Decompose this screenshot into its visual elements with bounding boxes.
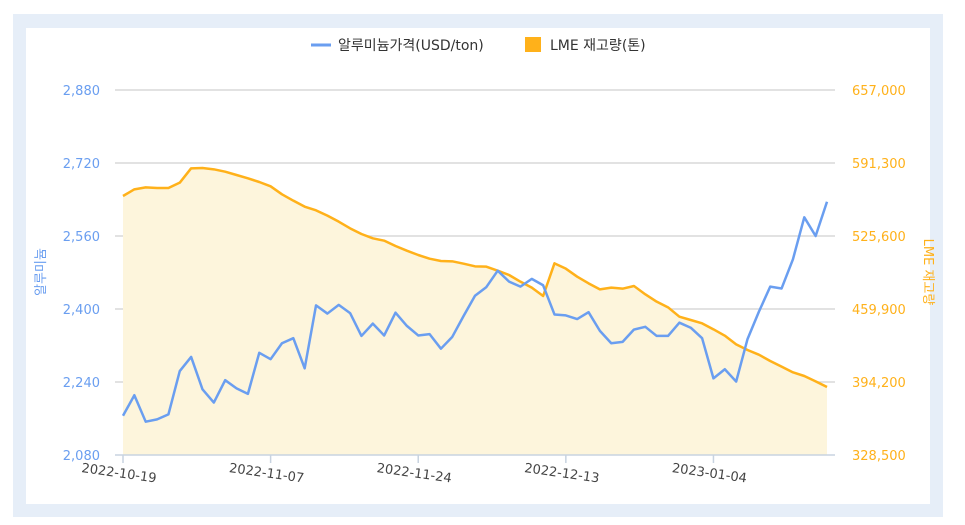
legend-stock-label[interactable]: LME 재고량(톤) bbox=[550, 38, 646, 54]
y-left-tick-label: 2,080 bbox=[63, 449, 100, 464]
y-right-tick-label: 657,000 bbox=[852, 84, 906, 99]
y-left-tick-label: 2,240 bbox=[63, 376, 100, 391]
y-left-tick-label: 2,560 bbox=[63, 230, 100, 245]
legend-price-label[interactable]: 알루미늄가격(USD/ton) bbox=[338, 38, 484, 54]
x-tick-label: 2022-11-24 bbox=[376, 461, 453, 486]
x-tick-label: 2022-11-07 bbox=[228, 461, 305, 486]
y-right-tick-label: 394,200 bbox=[852, 376, 906, 391]
legend-stock-swatch[interactable] bbox=[525, 37, 541, 52]
x-tick-label: 2022-10-19 bbox=[80, 461, 157, 486]
y-right-tick-label: 525,600 bbox=[852, 230, 906, 245]
legend: 알루미늄가격(USD/ton) LME 재고량(톤) bbox=[311, 37, 646, 54]
stock-area-fill bbox=[123, 168, 827, 455]
price-line bbox=[121, 201, 829, 423]
y-right-tick-label: 591,300 bbox=[852, 157, 906, 172]
y-left-axis-title: 알루미늄 bbox=[34, 248, 49, 296]
y-left-tick-label: 2,400 bbox=[63, 303, 100, 318]
x-tick-label: 2022-12-13 bbox=[523, 461, 600, 486]
y-right-axis-title: LME 재고량 bbox=[920, 239, 935, 306]
y-left-tick-label: 2,720 bbox=[63, 157, 100, 172]
y-right-tick-label: 459,900 bbox=[852, 303, 906, 318]
y-right-tick-label: 328,500 bbox=[852, 449, 906, 464]
stock-line bbox=[122, 166, 828, 389]
x-tick-label: 2023-01-04 bbox=[671, 461, 748, 486]
stock-area bbox=[123, 168, 827, 455]
series-lines bbox=[121, 166, 829, 423]
y-left-tick-label: 2,880 bbox=[63, 84, 100, 99]
